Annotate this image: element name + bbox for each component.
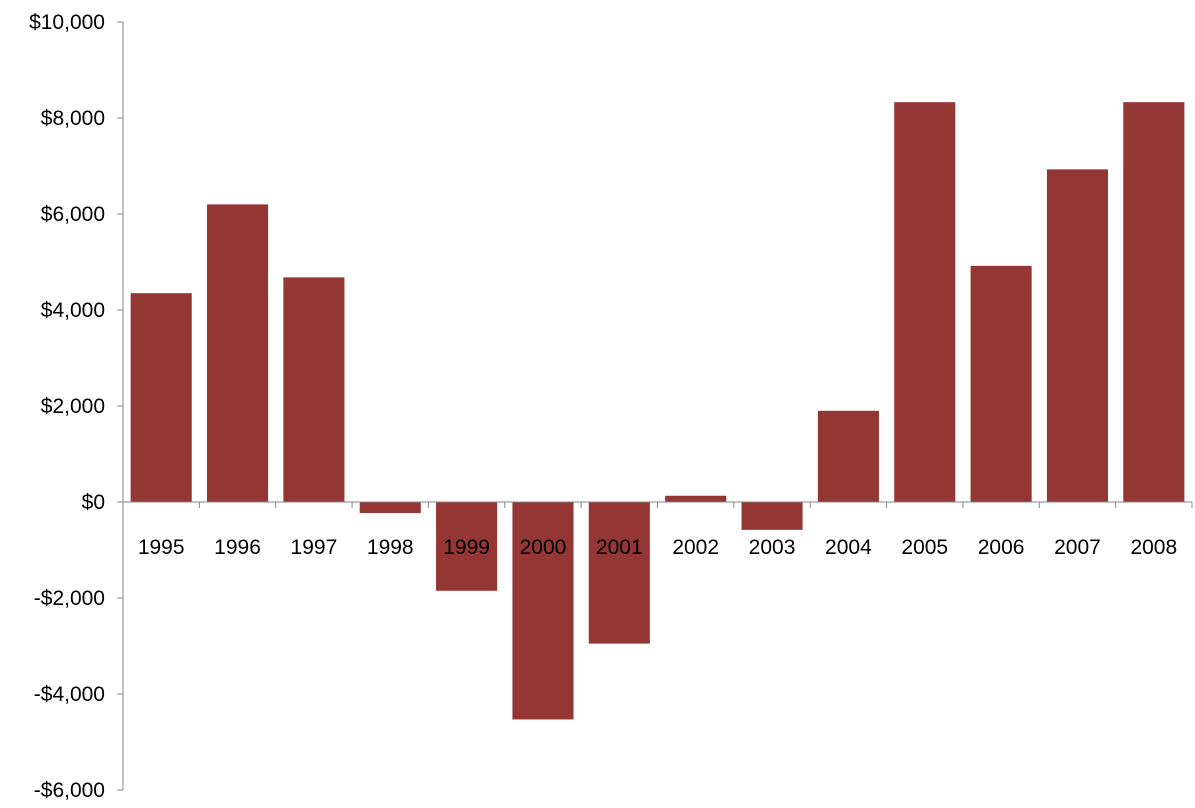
x-axis-label: 2008	[1130, 536, 1177, 559]
bar-1997	[283, 277, 345, 502]
bar-1998	[359, 502, 421, 514]
bar-1999	[436, 502, 498, 591]
bar-2004	[817, 410, 879, 502]
y-axis-tick-label: -$6,000	[34, 779, 105, 802]
x-axis-label: 2007	[1054, 536, 1101, 559]
x-axis-label: 1998	[367, 536, 414, 559]
x-axis-label: 1995	[138, 536, 185, 559]
bar-2008	[1123, 102, 1185, 502]
x-axis: 1995 1996 1997 1998 1999 2000 2001 2002 2003 2004…	[122, 501, 1193, 559]
y-axis-tick-label: -$2,000	[34, 587, 105, 610]
bar-2003	[741, 502, 803, 530]
y-axis-tick-label: $8,000	[41, 107, 105, 130]
bar-1996	[206, 204, 269, 502]
x-axis-label: 1999	[443, 536, 490, 559]
bar-2002	[665, 495, 727, 502]
y-axis-tick-label: $0	[82, 491, 105, 514]
y-axis-tick-label: $6,000	[41, 203, 105, 226]
y-axis: $10,000 $8,000 $6,000 $4,000 $2,000 $0 -$2,000…	[29, 11, 124, 802]
bar-2006	[970, 265, 1032, 502]
x-axis-label: 1997	[291, 536, 338, 559]
x-axis-label: 1996	[214, 536, 261, 559]
x-axis-label: 2003	[749, 536, 796, 559]
y-axis-tick-label: $10,000	[29, 11, 105, 34]
x-axis-label: 2006	[978, 536, 1025, 559]
bar-1995	[130, 293, 192, 502]
x-axis-label: 2004	[825, 536, 872, 559]
x-axis-label: 2002	[672, 536, 719, 559]
y-axis-tick-label: $2,000	[41, 395, 105, 418]
x-axis-label: 2005	[901, 536, 948, 559]
bars	[130, 102, 1185, 720]
x-axis-label: 2001	[596, 536, 643, 559]
bar-2005	[894, 102, 956, 502]
bar-2007	[1046, 169, 1109, 503]
bar-2000	[512, 502, 574, 720]
bar-2001	[588, 502, 650, 644]
x-axis-label: 2000	[520, 536, 567, 559]
y-axis-tick-label: -$4,000	[34, 683, 105, 706]
y-axis-tick-label: $4,000	[41, 299, 105, 322]
